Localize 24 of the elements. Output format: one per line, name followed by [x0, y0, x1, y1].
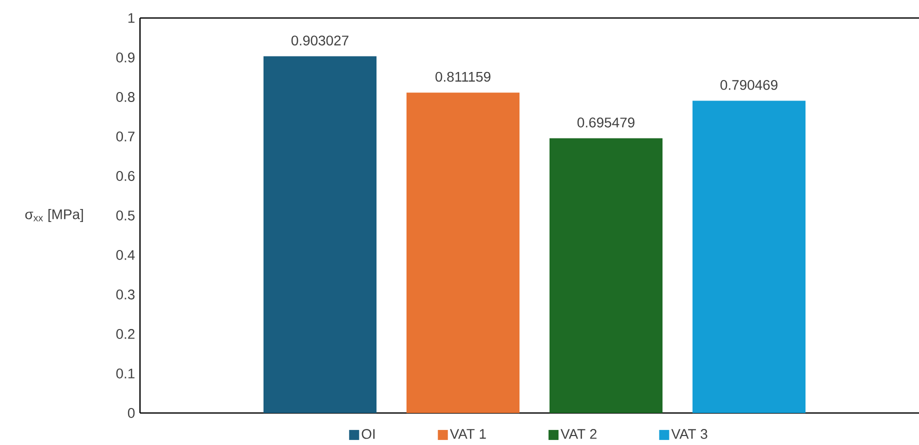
- bar: [406, 92, 520, 413]
- legend-label: VAT 2: [560, 429, 597, 439]
- y-tick-label: 0: [128, 408, 135, 418]
- y-tick-label: 1: [128, 13, 134, 23]
- data-label: 0.903027: [291, 36, 348, 46]
- y-tick-label: 0.9: [116, 52, 134, 62]
- legend-label: VAT 3: [671, 429, 708, 439]
- legend-label: VAT 1: [450, 429, 486, 439]
- data-label: 0.811159: [436, 72, 490, 82]
- data-label: 0.790469: [720, 80, 778, 90]
- y-tick-label: 0.1: [116, 368, 134, 378]
- y-tick-label: 0.8: [116, 92, 135, 102]
- y-tick-label: 0.6: [116, 171, 135, 181]
- bar: [264, 56, 377, 413]
- y-axis-title: σ$_{xx}$ [MPa]: [25, 208, 83, 222]
- data-label: 0.695479: [577, 118, 634, 128]
- legend-label: OI: [362, 429, 375, 439]
- bar: [550, 138, 663, 413]
- y-tick-label: 0.7: [116, 132, 134, 142]
- bar: [692, 100, 806, 413]
- y-tick-label: 0.3: [116, 290, 135, 300]
- y-tick-label: 0.4: [116, 250, 135, 260]
- y-tick-label: 0.5: [116, 210, 135, 220]
- y-tick-label: 0.2: [116, 329, 134, 339]
